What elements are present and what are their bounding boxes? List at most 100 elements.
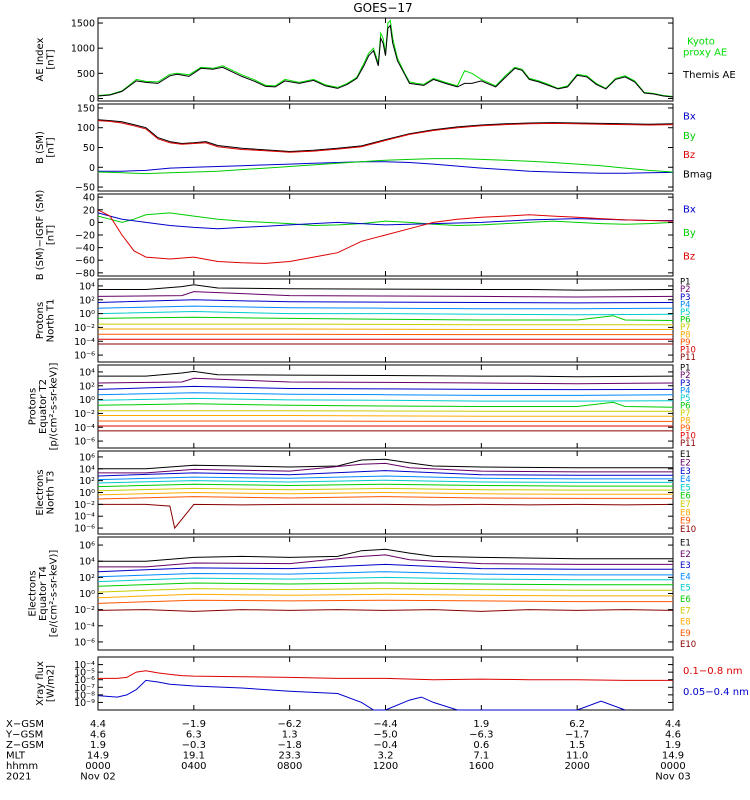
y-axis-label-electrons_t3-1: North T3 <box>45 471 56 515</box>
y-tick-label-xray-4: 10⁻⁸ <box>74 690 95 701</box>
legend-electrons_t3-9: E10 <box>680 525 696 535</box>
date-end-label: Nov 03 <box>655 772 690 783</box>
panel-xray: 10⁻⁴10⁻⁵10⁻⁶10⁻⁷10⁻⁸10⁻⁹ Xray flux [W/m2] 0… <box>35 656 749 711</box>
series-line-electrons_t4-0 <box>98 548 673 562</box>
series-line-electrons_t4-9 <box>97 609 674 612</box>
y-tick-label-electrons_t4-4: 10⁻² <box>74 605 95 616</box>
orbit-row-value: 3.2 <box>378 751 394 762</box>
panel-electrons_t4: 10⁶ 10⁴ 10² 10⁰ 10⁻² 10⁻⁴ 10⁻⁶ Electrons Equator… <box>28 536 696 651</box>
y-tick-label-bsm-1: 0 <box>89 163 95 174</box>
orbit-row-value: 6.2 <box>569 719 585 730</box>
panel-bsm: −50 0 50 100 150 B (SM) [nT] Bx By Bz Bmag <box>35 103 712 193</box>
legend-xray-1-0: 0.05−0.4 nm <box>683 687 749 698</box>
y-tick-label-bsm-2: 50 <box>83 143 95 154</box>
y-axis-label-xray-1: [W/m2] <box>45 665 56 702</box>
legend-electrons_t4-5: E6 <box>680 595 691 605</box>
y-tick-label-protons_t1-1: 10² <box>79 295 95 306</box>
legend-protons_t2-4: P5 <box>680 394 691 404</box>
orbit-row-value: −6.3 <box>469 730 493 741</box>
y-axis-label-ae-1: [nT] <box>45 49 56 69</box>
series-line-protons_t1-2 <box>97 299 674 304</box>
legend-protons_t1-1: P2 <box>680 285 691 295</box>
legend-protons_t1-4: P5 <box>680 308 691 318</box>
series-line-protons_t2-6 <box>98 410 673 412</box>
y-tick-label-bsm-3: 100 <box>77 123 95 134</box>
legend-protons_t2-1: P2 <box>680 371 691 381</box>
series-line-electrons_t3-6 <box>97 487 673 492</box>
y-tick-label-bdiff-6: 40 <box>83 193 95 204</box>
series-line-protons_t2-1 <box>97 377 674 385</box>
orbit-row-value: 7.1 <box>473 751 489 762</box>
orbit-row-value: 4.4 <box>665 719 681 730</box>
y-axis-label-protons_t2-2: [p/(cm²-s-sr-keV)] <box>49 363 60 451</box>
series-line-protons_t1-7 <box>98 328 673 330</box>
legend-electrons_t4-6: E7 <box>680 606 691 616</box>
y-tick-label-protons_t1-2: 10⁰ <box>79 309 95 320</box>
y-tick-label-electrons_t3-6: 10⁻⁶ <box>74 524 95 535</box>
y-tick-label-bdiff-3: −20 <box>75 231 95 242</box>
orbit-row-value: −5.0 <box>373 730 397 741</box>
y-axis-label-electrons_t4-0: Electrons <box>28 570 39 616</box>
y-tick-label-protons_t2-3: 10⁻² <box>74 409 95 420</box>
orbit-row-value: −0.3 <box>182 740 206 751</box>
legend-protons_t2-9: P10 <box>680 432 696 442</box>
y-tick-label-xray-3: 10⁻⁷ <box>74 683 95 694</box>
series-line-protons_t1-3 <box>97 305 674 310</box>
y-tick-label-bsm-4: 150 <box>77 103 95 114</box>
orbit-row-value: 0400 <box>181 761 206 772</box>
orbit-row-value: −0.4 <box>373 740 397 751</box>
series-line-electrons_t3-1 <box>98 462 673 474</box>
series-line-ae-1 <box>97 24 674 98</box>
y-tick-label-electrons_t3-5: 10⁻⁴ <box>74 512 95 523</box>
series-line-ae-0 <box>97 19 674 97</box>
orbit-row-label: Y−GSM <box>5 730 43 741</box>
legend-protons_t1-7: P8 <box>680 330 691 340</box>
y-axis-label-electrons_t4-1: Equator T4 <box>38 566 49 621</box>
legend-protons_t2-3: P4 <box>680 386 691 396</box>
series-line-electrons_t3-3 <box>97 475 673 481</box>
legend-electrons_t3-7: E8 <box>680 508 691 518</box>
series-line-electrons_t4-7 <box>97 593 673 599</box>
panel-frame <box>97 656 674 711</box>
y-axis-label-electrons_t3-0: Electrons <box>35 469 46 515</box>
series-line-electrons_t3-0 <box>98 458 673 470</box>
legend-bsm-0-0: Bx <box>683 111 696 122</box>
y-tick-label-protons_t2-5: 10⁻⁶ <box>74 437 95 448</box>
y-tick-label-protons_t2-4: 10⁻⁴ <box>74 423 95 434</box>
series-line-bdiff-2 <box>97 209 674 264</box>
orbit-row-label: hhmm <box>6 761 38 772</box>
orbit-row-value: −4.4 <box>373 719 397 730</box>
series-line-protons_t2-3 <box>97 392 674 396</box>
legend-electrons_t4-4: E5 <box>680 584 691 594</box>
series-line-bsm-3 <box>97 158 674 175</box>
legend-electrons_t3-1: E2 <box>680 459 691 469</box>
legend-ae-1-0: Themis AE <box>682 70 736 81</box>
orbit-row-value: −1.9 <box>182 719 206 730</box>
y-axis-label-protons_t2-1: Equator T2 <box>38 379 49 434</box>
legend-protons_t2-0: P1 <box>680 364 691 374</box>
legend-electrons_t4-8: E9 <box>680 629 691 639</box>
legend-ae-0-1: proxy AE <box>683 48 727 59</box>
series-line-bdiff-1 <box>97 212 673 230</box>
y-tick-label-bsm-0: −50 <box>75 183 95 194</box>
legend-protons_t1-10: P11 <box>680 353 696 363</box>
series-line-electrons_t3-9 <box>98 503 674 530</box>
legend-ae-0-0: Kyoto <box>687 37 715 48</box>
series-line-electrons_t4-6 <box>97 588 673 593</box>
legend-protons_t2-5: P6 <box>680 401 691 411</box>
plot-title: GOES−17 <box>353 1 412 15</box>
orbit-row-value: 1200 <box>373 761 398 772</box>
legend-protons_t1-5: P6 <box>680 315 691 325</box>
y-axis-label-bsm-0: B (SM) <box>35 131 46 164</box>
series-line-protons_t2-0 <box>98 370 674 378</box>
legend-protons_t1-8: P9 <box>680 338 691 348</box>
y-tick-label-bdiff-2: −40 <box>75 243 95 254</box>
orbit-row-value: 19.1 <box>183 751 205 762</box>
panel-frame <box>97 103 674 192</box>
legend-bdiff-1-0: By <box>683 228 696 239</box>
y-axis-label-electrons_t4-2: [e/(cm²-s-sr-keV)] <box>49 550 60 638</box>
y-axis-label-bsm-1: [nT] <box>45 137 56 157</box>
panel-protons_t1: 10⁴ 10² 10⁰ 10⁻² 10⁻⁴ 10⁻⁶ Protons North T1 P1P2… <box>35 278 696 363</box>
y-tick-label-bdiff-5: 20 <box>83 205 95 216</box>
